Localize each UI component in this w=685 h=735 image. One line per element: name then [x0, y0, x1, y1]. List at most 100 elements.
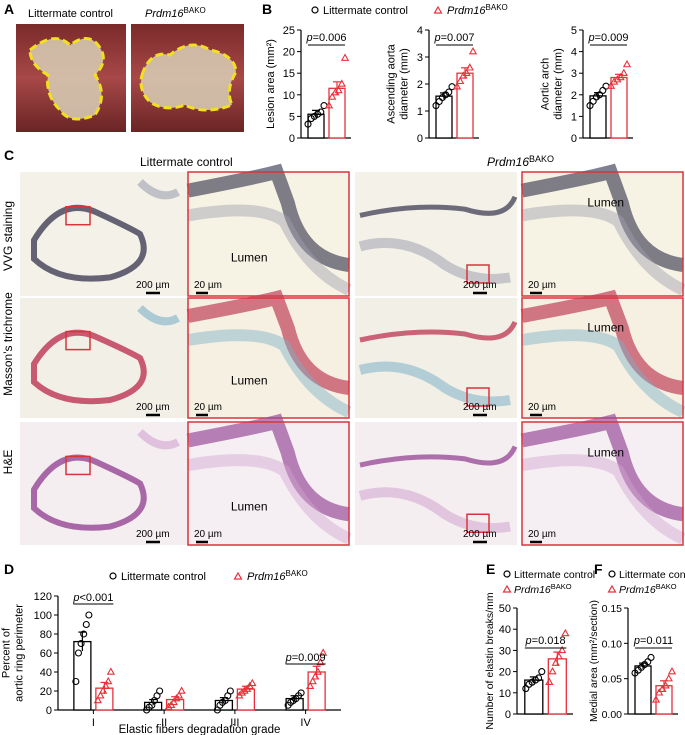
data-point-mutant: [664, 674, 673, 682]
lumen-label: Lumen: [587, 445, 624, 459]
y-tick-label: 30: [499, 645, 511, 657]
data-point-mutant: [561, 628, 570, 637]
zoom-region-box: [466, 387, 490, 407]
lumen-label: Lumen: [587, 321, 624, 335]
y-tick-label: 25: [283, 25, 295, 37]
panel-label-f: F: [594, 561, 603, 577]
histology-panel-r3-c2: [188, 422, 349, 545]
scale-bar-label-200: 200 µm: [463, 280, 497, 291]
data-point-mutant: [551, 658, 560, 666]
scale-bar-label-20: 20 µm: [528, 402, 556, 413]
panel-f-legend: Littermate control Prdm16BAKO: [607, 569, 685, 596]
panel-b-legend: Littermate control Prdm16BAKO: [311, 3, 508, 17]
y-tick-label: 20: [283, 47, 295, 59]
x-tick-label: I: [92, 717, 95, 729]
y-tick-label: 0.10: [602, 638, 623, 650]
legend-e-control-label: Littermate control: [514, 569, 595, 581]
media-layer: [186, 204, 352, 296]
p-value: p=0.011: [633, 635, 673, 647]
data-point-control: [82, 620, 90, 629]
y-tick-label: 100: [34, 610, 52, 622]
vessel-wall: [186, 289, 351, 395]
data-point-mutant: [313, 667, 323, 675]
data-point-mutant: [237, 688, 247, 696]
data-point-control: [297, 689, 305, 697]
data-point-mutant: [651, 695, 661, 703]
data-point-control: [304, 120, 312, 128]
y-tick-label: 20: [499, 667, 511, 679]
data-point-control: [156, 687, 164, 695]
bar-control: [435, 95, 453, 139]
data-point-mutant: [106, 667, 116, 675]
y-tick-label: 50: [499, 603, 511, 615]
bar-control: [73, 640, 92, 711]
data-point-mutant: [169, 697, 178, 706]
lumen-label: Lumen: [231, 250, 268, 264]
scale-bar-label-200: 200 µm: [136, 529, 170, 540]
photo-control-tissue: [30, 38, 104, 119]
data-point-mutant: [606, 81, 616, 89]
zoom-region-box: [65, 330, 91, 351]
legend-e-control-marker: [503, 570, 511, 578]
data-point-mutant: [465, 63, 474, 71]
scale-bar-label-200: 200 µm: [463, 529, 497, 540]
y-tick-label: 0.00: [602, 709, 623, 721]
y-tick-label: 10: [283, 90, 295, 102]
media-layer: [186, 454, 352, 545]
data-point-control: [538, 668, 546, 676]
y-tick-label: 2: [417, 79, 423, 91]
lumen-label: Lumen: [231, 373, 268, 387]
data-point-control: [647, 653, 655, 662]
aorta-section: [31, 454, 147, 531]
panel-label-a: A: [4, 1, 14, 17]
zoom-region-box: [466, 264, 490, 284]
data-point-control: [85, 611, 93, 619]
data-point-mutant: [613, 75, 622, 83]
p-value: p=0.018: [525, 635, 566, 647]
histology-grid: 200 µm Lumen 20 µm 200 µm Lumen 20 µm 200 µm Lu…: [20, 163, 685, 546]
zoom-frame: [521, 421, 684, 546]
media-layer: [187, 329, 352, 418]
x-tick-label: III: [230, 717, 239, 729]
y-axis-label: Ascending aortadiameter (mm): [386, 43, 411, 123]
data-point-mutant: [101, 681, 110, 689]
data-point-mutant: [240, 686, 249, 694]
zoom-region-box: [466, 513, 490, 533]
photo-mutant-tissue: [141, 45, 236, 110]
chart-elastic-fiber-degradation: 0 20 40 60 80 100 120 Percent ofaortic ring per…: [1, 591, 341, 735]
data-point-mutant: [667, 666, 677, 675]
zoom-region-box: [65, 455, 91, 476]
vessel-wall: [520, 413, 685, 522]
y-tick-label: 0.05: [602, 674, 623, 686]
bar-mutant: [456, 72, 474, 139]
data-point-mutant: [340, 53, 350, 61]
data-point-mutant: [318, 648, 328, 656]
data-point-mutant: [658, 684, 667, 693]
lumen-label: Lumen: [587, 196, 624, 210]
x-axis-label: Elastic fibers degradation grade: [119, 724, 281, 735]
media-layer: [521, 329, 685, 418]
scale-bar-label-200: 200 µm: [136, 280, 170, 291]
data-point-mutant: [331, 88, 340, 96]
lesion-outline-mutant: [139, 43, 238, 112]
data-point-mutant: [316, 657, 325, 666]
legend-control-label: Littermate control: [323, 5, 408, 17]
media-layer: [520, 454, 685, 545]
y-tick-label: 10: [499, 688, 511, 700]
y-axis-label: Lesion area (mm²): [265, 39, 277, 129]
scale-bar-label-200: 200 µm: [136, 402, 170, 413]
p-value: p=0.009: [587, 32, 628, 44]
data-point-mutant: [174, 691, 184, 699]
scale-bar-label-200: 200 µm: [463, 402, 497, 413]
data-point-mutant: [462, 68, 471, 76]
y-tick-label: 120: [34, 591, 52, 603]
data-point-mutant: [164, 702, 173, 710]
data-point-mutant: [324, 100, 334, 109]
histology-panel-r1-c4: [522, 172, 683, 296]
panel-label-c: C: [4, 147, 14, 163]
panel-c-control-title: Littermate control: [140, 155, 233, 169]
p-value: p=0.006: [305, 32, 346, 44]
data-point-mutant: [104, 676, 113, 685]
aorta-section: [31, 204, 147, 282]
data-point-mutant: [661, 681, 670, 689]
